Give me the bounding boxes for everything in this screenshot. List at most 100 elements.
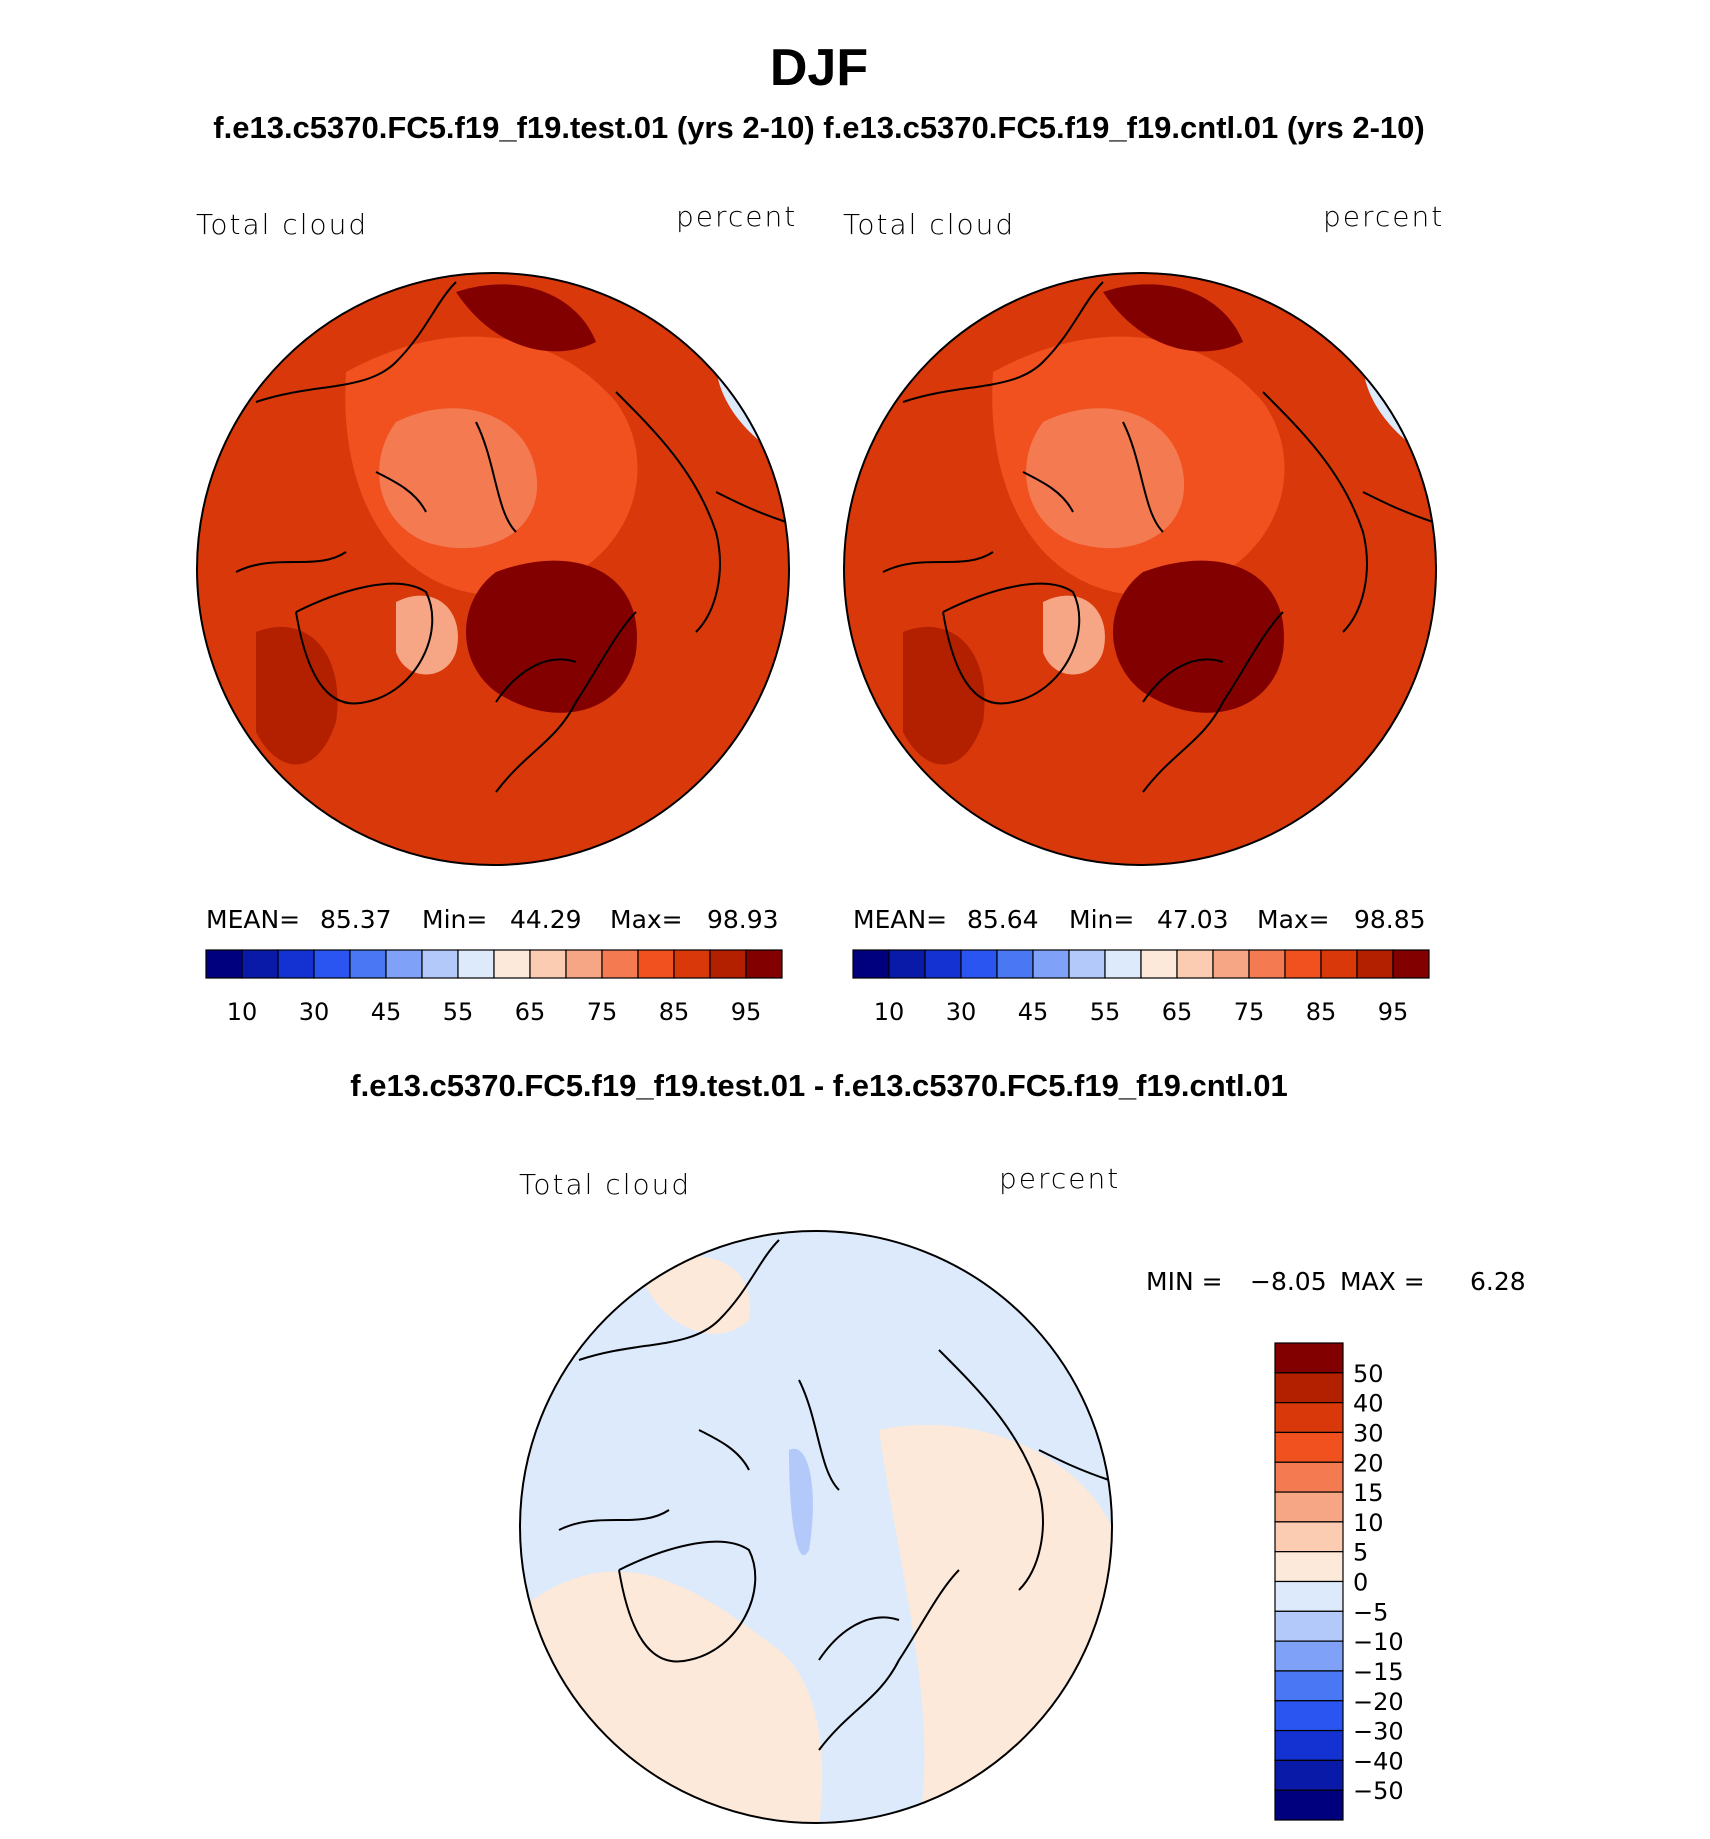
colorbar-tick-label: 40 (1353, 1390, 1384, 1418)
colorbar-swatch (637, 949, 675, 979)
colorbar-swatch (1068, 949, 1106, 979)
field-region-negative (789, 1448, 813, 1556)
colorbar-tick-label: 45 (1018, 998, 1049, 1026)
panel-control-mean-value: 85.64 (967, 905, 1039, 934)
colorbar-swatch (421, 949, 459, 979)
coastline-1 (618, 1540, 757, 1663)
coastline-2 (235, 551, 347, 573)
panel-test-variable-label: Total cloud (196, 208, 369, 241)
colorbar-tick-label: 10 (874, 998, 905, 1026)
colorbar-swatch (960, 949, 998, 979)
colorbar-tick-label: 65 (1162, 998, 1193, 1026)
coastline-0 (255, 281, 457, 403)
colorbar-swatch (1104, 949, 1142, 979)
colorbar-swatch (1140, 949, 1178, 979)
colorbar-tick-label: −15 (1353, 1658, 1404, 1686)
colorbar-swatch (1392, 949, 1430, 979)
colorbar-swatch (1320, 949, 1358, 979)
panel-test-units-label: percent (676, 200, 798, 233)
coastline-1 (295, 582, 434, 705)
field-region-max-north (456, 284, 596, 352)
colorbar-swatch (1274, 1580, 1344, 1612)
coastline-5 (615, 391, 721, 633)
colorbar-tick-label: −40 (1353, 1747, 1404, 1775)
map-border (196, 272, 790, 866)
colorbar-swatch (709, 949, 747, 979)
colorbar-swatch (1212, 949, 1250, 979)
colorbar-swatch (888, 949, 926, 979)
colorbar-tick-label: 95 (1378, 998, 1409, 1026)
field-region-high-west (256, 626, 338, 765)
colorbar-swatch (205, 949, 243, 979)
colorbar-swatch (1032, 949, 1070, 979)
colorbar-tick-label: 10 (1353, 1509, 1384, 1537)
colorbar-swatch (241, 949, 279, 979)
colorbar-swatch (673, 949, 711, 979)
colorbar-swatch (1274, 1521, 1344, 1553)
colorbar-swatch (277, 949, 315, 979)
map-border (519, 1230, 1113, 1824)
colorbar-tick-label: 30 (946, 998, 977, 1026)
field-region-positive-n (639, 1256, 751, 1334)
colorbar-swatch (852, 949, 890, 979)
panel-diff-max-label: MAX = (1340, 1267, 1425, 1296)
panel-diff-units-label: percent (999, 1162, 1121, 1195)
coastline-1 (942, 582, 1081, 705)
coastline-4 (818, 1616, 900, 1661)
coastline-8 (1022, 471, 1074, 513)
colorbar-tick-label: −10 (1353, 1628, 1404, 1656)
panel-control-max-value: 98.85 (1354, 905, 1426, 934)
field-region-max (466, 560, 637, 713)
panel-test-mean-value: 85.37 (320, 905, 392, 934)
colorbar-tick-label: 55 (1090, 998, 1121, 1026)
panel-diff-min-value: −8.05 (1250, 1267, 1327, 1296)
coastline-6 (1362, 491, 1434, 523)
colorbar-tick-label: −30 (1353, 1718, 1404, 1746)
panel-test-min-label: Min= (422, 905, 488, 934)
colorbar-tick-label: 55 (443, 998, 474, 1026)
colorbar-swatch (457, 949, 495, 979)
panel-test-min-value: 44.29 (510, 905, 582, 934)
colorbar-swatch (1274, 1461, 1344, 1493)
panel-control-units-label: percent (1323, 200, 1445, 233)
colorbar-swatch (1176, 949, 1214, 979)
coastline-6 (715, 491, 787, 523)
colorbar-swatch (565, 949, 603, 979)
coastline-7 (798, 1379, 840, 1491)
colorbar-tick-label: 75 (587, 998, 618, 1026)
colorbar-swatch (1274, 1700, 1344, 1732)
panel-diff-min-label: MIN = (1146, 1267, 1223, 1296)
colorbar-swatch (1274, 1551, 1344, 1583)
coastline-3 (1142, 611, 1284, 793)
colorbar-swatch (1274, 1491, 1344, 1523)
coastline-2 (882, 551, 994, 573)
colorbar-swatch (1274, 1729, 1344, 1761)
panel-control-colorbar: 10 30 45 55 65 75 85 95 (852, 949, 1430, 1026)
page-title: DJF (769, 39, 869, 97)
panel-test-map (196, 272, 790, 866)
panel-control-min-label: Min= (1069, 905, 1135, 934)
colorbar-swatch (1274, 1670, 1344, 1702)
panel-test-max-value: 98.93 (707, 905, 779, 934)
coastline-3 (818, 1569, 960, 1751)
colorbar-tick-label: 50 (1353, 1360, 1384, 1388)
case-header: f.e13.c5370.FC5.f19_f19.test.01 (yrs 2-1… (213, 110, 1425, 145)
panel-control-map (843, 272, 1437, 866)
field-region-light (1026, 408, 1185, 549)
coastline-7 (475, 421, 517, 533)
colorbar-tick-label: 30 (299, 998, 330, 1026)
colorbar-swatch (1274, 1372, 1344, 1404)
coastline-5 (938, 1349, 1044, 1591)
colorbar-tick-label: −50 (1353, 1777, 1404, 1805)
coastline-5 (1262, 391, 1368, 633)
panel-diff-map (519, 1230, 1113, 1824)
field-region-light (379, 408, 538, 549)
panel-control-mean-label: MEAN= (853, 905, 948, 934)
colorbar-swatch (924, 949, 962, 979)
colorbar-tick-label: 65 (515, 998, 546, 1026)
colorbar-swatch (1356, 949, 1394, 979)
coastline-4 (495, 658, 577, 703)
coastline-7 (1122, 421, 1164, 533)
colorbar-swatch (313, 949, 351, 979)
